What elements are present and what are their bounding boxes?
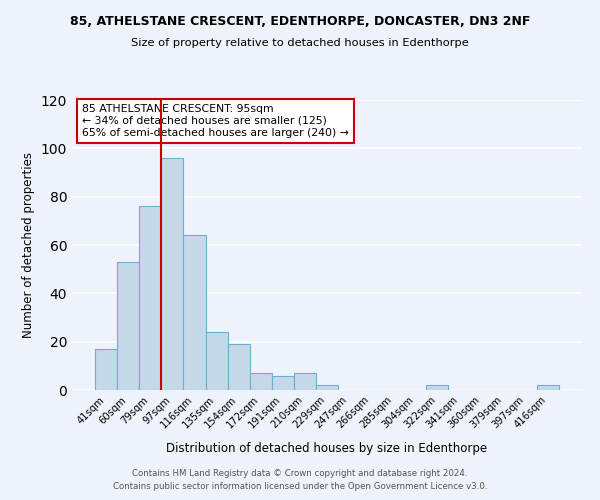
X-axis label: Distribution of detached houses by size in Edenthorpe: Distribution of detached houses by size … xyxy=(166,442,488,454)
Bar xyxy=(227,344,250,390)
Bar xyxy=(139,206,161,390)
Bar xyxy=(95,349,117,390)
Y-axis label: Number of detached properties: Number of detached properties xyxy=(22,152,35,338)
Bar xyxy=(537,385,559,390)
Text: 85 ATHELSTANE CRESCENT: 95sqm
← 34% of detached houses are smaller (125)
65% of : 85 ATHELSTANE CRESCENT: 95sqm ← 34% of d… xyxy=(82,104,349,138)
Bar xyxy=(427,385,448,390)
Bar xyxy=(117,262,139,390)
Bar xyxy=(206,332,227,390)
Bar xyxy=(272,376,294,390)
Text: 85, ATHELSTANE CRESCENT, EDENTHORPE, DONCASTER, DN3 2NF: 85, ATHELSTANE CRESCENT, EDENTHORPE, DON… xyxy=(70,15,530,28)
Bar xyxy=(294,373,316,390)
Bar xyxy=(161,158,184,390)
Bar xyxy=(184,236,206,390)
Bar xyxy=(316,385,338,390)
Text: Contains public sector information licensed under the Open Government Licence v3: Contains public sector information licen… xyxy=(113,482,487,491)
Text: Contains HM Land Registry data © Crown copyright and database right 2024.: Contains HM Land Registry data © Crown c… xyxy=(132,468,468,477)
Bar xyxy=(250,373,272,390)
Text: Size of property relative to detached houses in Edenthorpe: Size of property relative to detached ho… xyxy=(131,38,469,48)
